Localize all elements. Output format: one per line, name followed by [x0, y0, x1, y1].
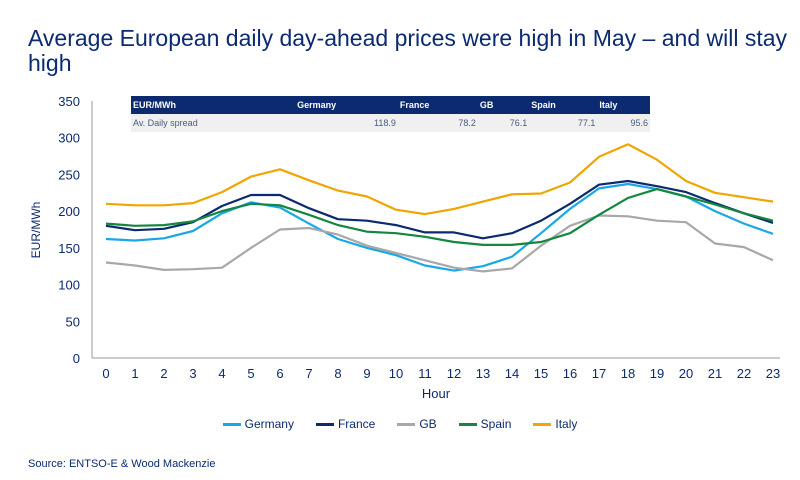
legend-label: Germany	[244, 417, 294, 431]
value-cell: 118.9	[295, 114, 398, 132]
legend-label: Italy	[555, 417, 578, 431]
x-tick-label: 8	[334, 366, 341, 381]
x-tick-label: 18	[621, 366, 635, 381]
x-tick-label: 15	[534, 366, 548, 381]
x-tick-label: 20	[679, 366, 693, 381]
legend-label: Spain	[480, 417, 512, 431]
header-cell: France	[397, 96, 478, 114]
x-tick-label: 11	[418, 366, 432, 381]
x-tick-label: 9	[363, 366, 370, 381]
x-tick-label: 10	[389, 366, 403, 381]
x-tick-label: 6	[276, 366, 283, 381]
series-line-italy	[105, 143, 774, 216]
x-tick-label: 17	[592, 366, 606, 381]
value-cell: 76.1	[477, 114, 530, 132]
chart-title: Average European daily day-ahead prices …	[28, 25, 788, 76]
header-cell: EUR/MWh	[131, 96, 296, 114]
x-tick-label: 22	[737, 366, 751, 381]
y-tick-label: 300	[58, 131, 80, 146]
x-tick-label: 4	[218, 366, 225, 381]
y-tick-label: 350	[58, 94, 80, 109]
header-cell: Germany	[295, 96, 398, 114]
header-cell: GB	[477, 96, 530, 114]
series-line-gb	[105, 214, 774, 273]
header-cell: Italy	[597, 96, 650, 114]
value-cell: 95.6	[597, 114, 650, 132]
legend-swatch	[397, 422, 416, 426]
legend-swatch	[222, 422, 241, 426]
x-tick-label: 5	[247, 366, 254, 381]
legend-swatch	[458, 422, 477, 426]
x-tick-label: 7	[305, 366, 312, 381]
source-note: Source: ENTSO-E & Wood Mackenzie	[28, 458, 216, 470]
legend-item-spain: Spain	[458, 417, 512, 431]
x-tick-label: 21	[708, 366, 722, 381]
spread-table: EUR/MWh Germany France GB Spain Italy Av. Dai…	[131, 96, 650, 132]
x-tick-label: 3	[189, 366, 196, 381]
series-line-france	[105, 179, 774, 240]
x-tick-label: 12	[447, 366, 461, 381]
x-tick-label: 0	[102, 366, 109, 381]
x-tick-label: 23	[766, 366, 780, 381]
y-tick-label: 250	[58, 167, 80, 182]
legend-item-france: France	[315, 417, 376, 431]
y-axis-title: EUR/MWh	[29, 202, 43, 259]
x-axis-title: Hour	[422, 386, 451, 401]
legend: Germany France GB Spain Italy	[0, 417, 800, 431]
value-cell: 77.1	[529, 114, 598, 132]
header-cell: Spain	[529, 96, 598, 114]
y-tick-label: 150	[58, 241, 80, 256]
legend-label: France	[337, 417, 376, 431]
y-tick-label: 0	[73, 351, 80, 366]
row-label: Av. Daily spread	[131, 114, 296, 132]
legend-swatch	[315, 422, 334, 426]
legend-item-gb: GB	[397, 417, 437, 431]
series-line-spain	[105, 188, 774, 246]
x-tick-label: 13	[476, 366, 490, 381]
legend-item-germany: Germany	[222, 417, 294, 431]
x-tick-label: 16	[563, 366, 577, 381]
legend-swatch	[533, 422, 552, 426]
y-tick-label: 100	[58, 278, 80, 293]
x-tick-label: 14	[505, 366, 519, 381]
value-cell: 78.2	[397, 114, 478, 132]
legend-label: GB	[419, 417, 437, 431]
x-tick-label: 2	[160, 366, 167, 381]
x-tick-label: 1	[131, 366, 138, 381]
legend-item-italy: Italy	[533, 417, 577, 431]
x-tick-label: 19	[650, 366, 664, 381]
y-tick-label: 200	[58, 204, 80, 219]
y-tick-label: 50	[66, 314, 80, 329]
